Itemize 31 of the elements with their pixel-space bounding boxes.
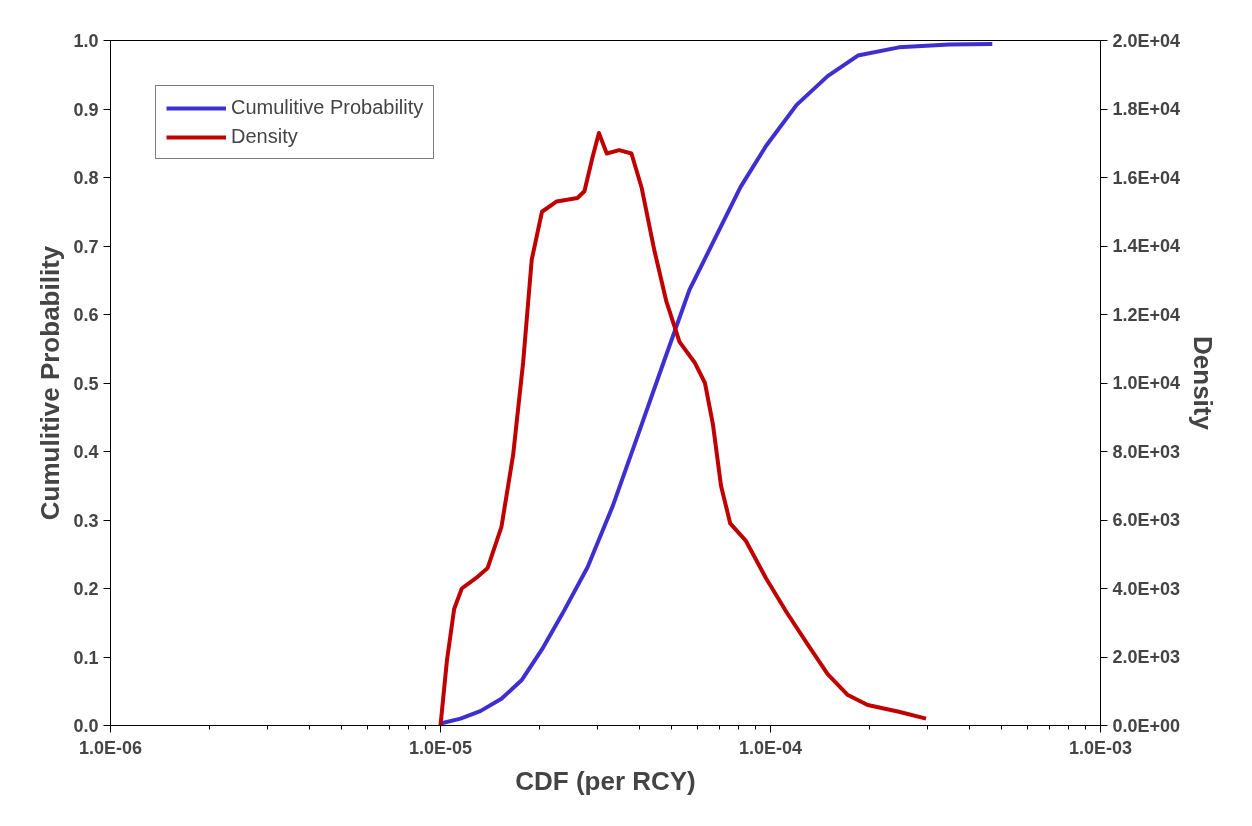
x-tick-label: 1.0E-04	[738, 737, 803, 758]
y-tick-label: 0.9	[73, 99, 99, 120]
y-axis-title: Cumulitive Probability	[35, 245, 66, 521]
y-tick-label: 0.1	[73, 647, 99, 668]
y-tick-label: 0.3	[73, 510, 99, 531]
y-tick-label: 0.2	[73, 579, 99, 599]
x-axis-title: CDF (per RCY)	[515, 765, 696, 796]
y2-tick-label: 1.4E+04	[1112, 236, 1181, 256]
y2-tick-label: 2.0E+04	[1112, 30, 1181, 51]
y-tick-label: 0.5	[73, 373, 99, 394]
y2-tick-label: 1.6E+04	[1112, 167, 1181, 188]
y2-tick-label: 8.0E+03	[1112, 441, 1181, 462]
y-tick-label: 0.8	[73, 168, 99, 188]
y2-tick-label: 6.0E+03	[1112, 510, 1181, 530]
y2-tick-label: 1.8E+04	[1112, 99, 1181, 119]
x-tick-label: 1.0E-06	[78, 737, 143, 758]
y2-tick-label: 1.2E+04	[1112, 304, 1181, 325]
y-tick-label: 1.0	[73, 31, 99, 51]
x-tick-label: 1.0E-05	[408, 737, 473, 758]
legend-label: Density	[231, 125, 298, 148]
y2-tick-label: 1.0E+04	[1112, 373, 1181, 393]
y-tick-label: 0.0	[73, 716, 99, 736]
y-tick-label: 0.6	[73, 305, 99, 325]
y-tick-label: 0.7	[73, 236, 99, 257]
y2-axis-title: Density	[1188, 336, 1219, 431]
y-tick-label: 0.4	[73, 442, 99, 462]
legend-label: Cumulitive Probability	[231, 96, 424, 119]
x-tick-label: 1.0E-03	[1068, 737, 1133, 758]
y2-tick-label: 2.0E+03	[1112, 647, 1181, 667]
y2-tick-label: 0.0E+00	[1112, 715, 1181, 736]
y2-tick-label: 4.0E+03	[1112, 578, 1181, 599]
